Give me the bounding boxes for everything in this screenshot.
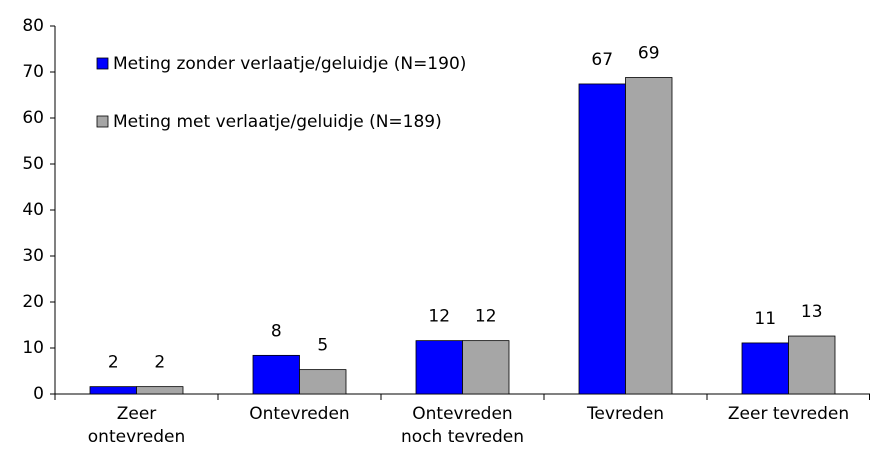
data-label: 8 (271, 321, 282, 341)
bar (578, 83, 626, 395)
x-tick-label: Ontevreden (249, 404, 349, 424)
data-label: 67 (591, 50, 613, 70)
legend-label: Meting zonder verlaatje/geluidje (N=190) (113, 54, 466, 74)
x-tick-label: Zeer ontevreden (88, 404, 185, 447)
bar (299, 369, 347, 395)
data-label: 12 (475, 307, 497, 327)
bar (136, 386, 184, 395)
x-tick-label: Zeer tevreden (728, 404, 849, 424)
data-label: 69 (638, 44, 660, 64)
y-tick-label: 60 (22, 108, 44, 128)
x-tick-label: Ontevreden noch tevreden (401, 404, 524, 447)
x-tick-label: Tevreden (586, 404, 664, 424)
y-tick-label: 0 (33, 384, 44, 404)
y-tick-label: 70 (22, 62, 44, 82)
bar (89, 386, 137, 395)
bar (788, 335, 836, 395)
y-tick-label: 40 (22, 200, 44, 220)
data-label: 13 (801, 302, 823, 322)
bar (625, 77, 673, 395)
bar (415, 340, 463, 395)
legend-label: Meting met verlaatje/geluidje (N=189) (113, 112, 442, 132)
legend-swatch (96, 57, 109, 70)
bar (252, 354, 300, 395)
y-tick-label: 10 (22, 338, 44, 358)
data-label: 5 (317, 336, 328, 356)
data-label: 2 (154, 353, 165, 373)
legend-swatch (96, 115, 109, 128)
y-tick-label: 80 (22, 16, 44, 36)
y-tick-label: 30 (22, 246, 44, 266)
data-label: 12 (428, 307, 450, 327)
bar (741, 342, 789, 395)
bar (462, 340, 510, 395)
data-label: 11 (754, 309, 776, 329)
y-tick-label: 50 (22, 154, 44, 174)
y-tick-label: 20 (22, 292, 44, 312)
data-label: 2 (108, 353, 119, 373)
